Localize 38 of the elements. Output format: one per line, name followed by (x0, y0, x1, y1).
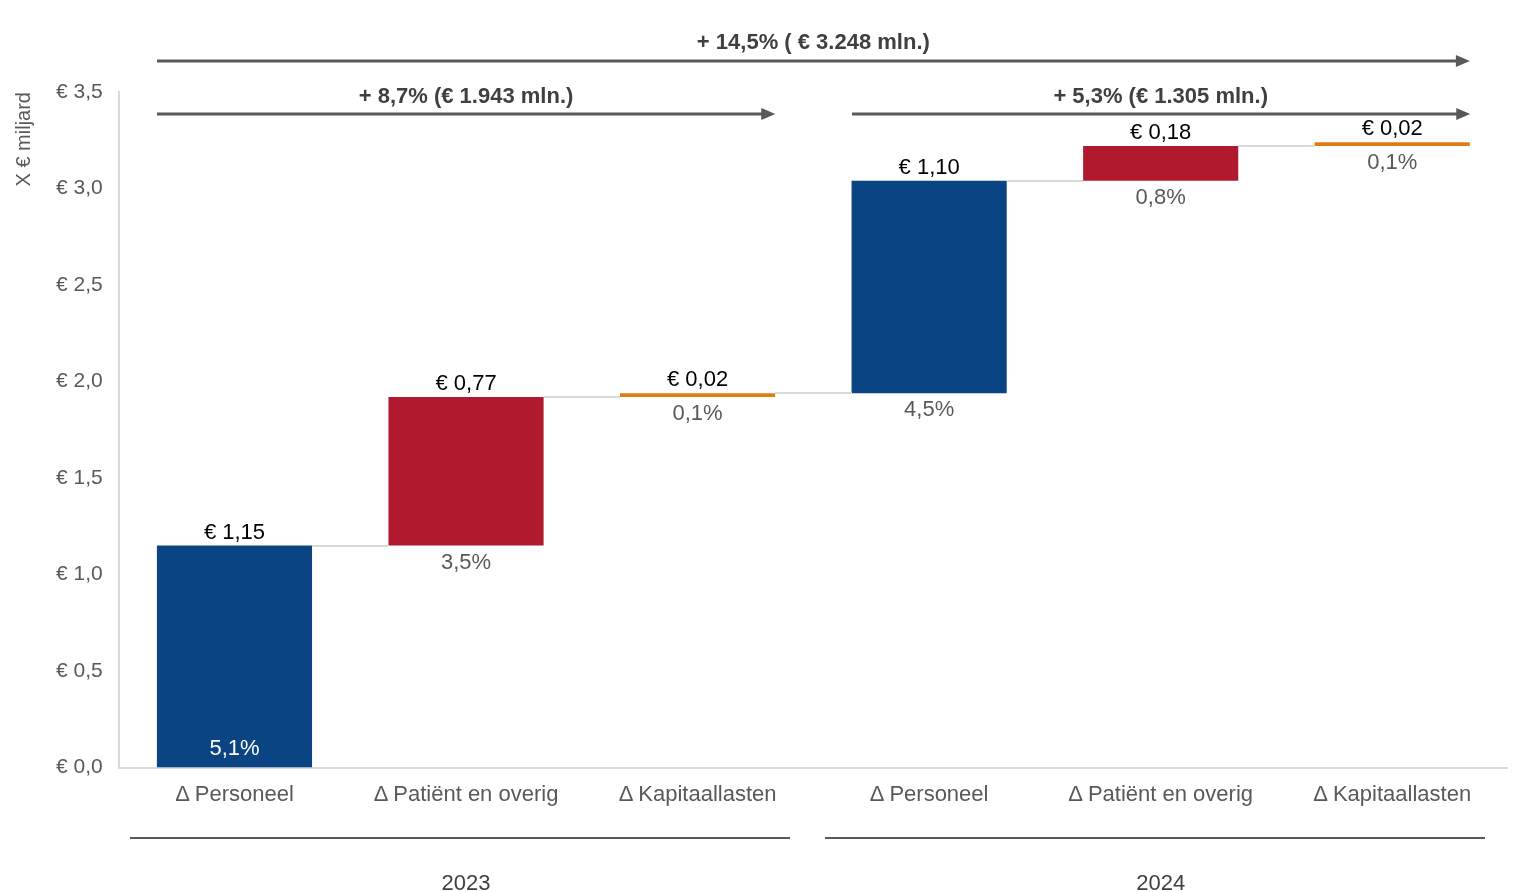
data-label: € 1,15 (203, 518, 266, 544)
annotation: 4,5% (904, 396, 955, 422)
y-tick-label: € 1,0 (55, 561, 103, 585)
x-tick-label: Δ Kapitaallasten (1313, 780, 1472, 806)
bar (620, 393, 776, 397)
annotation: 0,8% (1135, 183, 1186, 209)
bar (851, 180, 1007, 394)
y-tick-label: € 3,5 (55, 78, 103, 102)
data-label: € 1,10 (898, 153, 960, 179)
data-label: € 0,77 (435, 370, 497, 396)
bar (156, 545, 313, 768)
annotation: 0,1% (672, 400, 723, 426)
bar (1314, 142, 1470, 147)
x-tick-label: Δ Kapitaallasten (618, 780, 777, 806)
annotation: 3,5% (440, 548, 492, 574)
bar (1083, 146, 1239, 181)
annotation: 0,1% (1367, 149, 1418, 175)
annotation: + 8,7% (€ 1.943 mln.) (358, 83, 574, 109)
x-tick-label: Δ Personeel (175, 780, 294, 806)
y-axis-title: X € miljard (11, 92, 34, 187)
y-tick-label: € 0,0 (55, 754, 103, 778)
data-label: € 0,02 (1361, 115, 1423, 141)
y-tick-label: € 0,5 (55, 657, 103, 681)
y-tick-label: € 2,0 (55, 368, 103, 392)
x-tick-label: Δ Patiënt en overig (373, 780, 559, 806)
y-tick-label: € 1,5 (55, 464, 103, 488)
y-tick-label: € 2,5 (55, 271, 103, 295)
x-tick-label: Δ Personeel (869, 780, 989, 806)
data-label: € 0,02 (666, 366, 729, 392)
text: 2024 (1136, 870, 1186, 892)
x-tick-label: Δ Patiënt en overig (1068, 780, 1254, 806)
text: + 14,5% ( € 3.248 mln.) (696, 29, 930, 55)
data-label: € 0,18 (1130, 119, 1192, 145)
annotation: 5,1% (209, 734, 260, 760)
annotation: + 5,3% (€ 1.305 mln.) (1053, 83, 1268, 109)
y-tick-label: € 3,0 (55, 175, 103, 199)
bar (388, 396, 544, 546)
text: 2023 (441, 870, 491, 892)
